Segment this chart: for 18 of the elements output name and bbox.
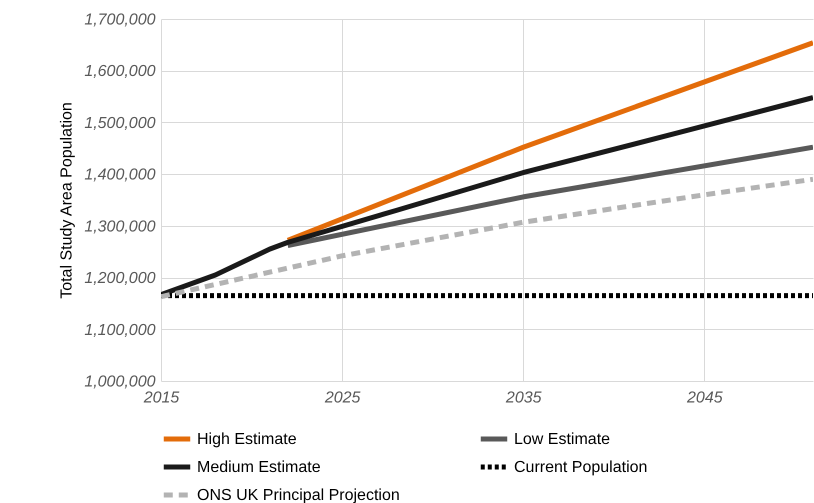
y-tick-label: 1,400,000	[84, 166, 156, 184]
y-tick-label: 1,700,000	[84, 12, 156, 28]
y-tick-label: 1,600,000	[84, 63, 156, 80]
legend-label: Medium Estimate	[197, 459, 321, 476]
x-tick-label: 2025	[324, 390, 361, 406]
legend-label: ONS UK Principal Projection	[197, 487, 400, 503]
x-tick-label: 2015	[142, 390, 180, 406]
y-tick-label: 1,000,000	[84, 374, 156, 390]
y-tick-label: 1,200,000	[84, 270, 156, 288]
legend-label: Current Population	[514, 459, 648, 476]
x-tick-label: 2045	[686, 390, 723, 406]
y-axis-title: Total Study Area Population	[58, 102, 76, 299]
x-tick-label: 2035	[504, 390, 542, 406]
y-tick-label: 1,300,000	[84, 218, 156, 236]
y-tick-label: 1,500,000	[84, 114, 156, 132]
legend-label: Low Estimate	[514, 431, 610, 448]
y-tick-label: 1,100,000	[84, 322, 156, 339]
legend-label: High Estimate	[197, 431, 297, 448]
